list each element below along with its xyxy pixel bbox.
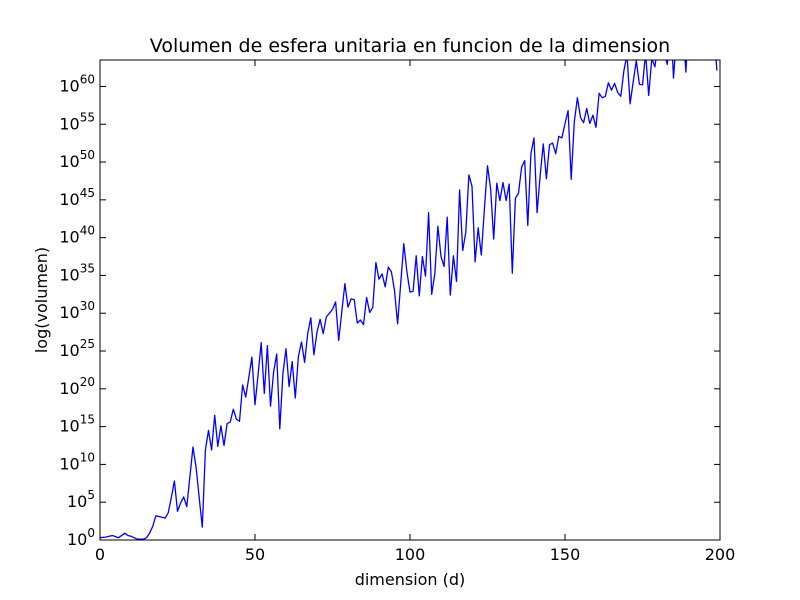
y-tick-label: 1055 xyxy=(59,110,95,133)
y-tick-exponent: 35 xyxy=(80,261,95,275)
chart-title: Volumen de esfera unitaria en funcion de… xyxy=(150,35,670,57)
y-tick-base: 10 xyxy=(59,114,79,133)
x-tick-label: 100 xyxy=(395,545,426,564)
x-tick-label: 200 xyxy=(705,545,736,564)
y-tick-base: 10 xyxy=(59,228,79,247)
y-axis-label: log(volumen) xyxy=(32,247,51,353)
y-tick-exponent: 55 xyxy=(80,110,95,124)
y-tick-labels: 1001051010101510201025103010351040104510… xyxy=(59,72,95,549)
y-tick-exponent: 20 xyxy=(80,375,95,389)
y-tick-label: 1045 xyxy=(59,186,95,209)
x-tick-label: 150 xyxy=(550,545,581,564)
plot-frame xyxy=(99,59,721,541)
y-tick-label: 105 xyxy=(67,488,95,511)
y-tick-label: 1030 xyxy=(59,299,95,322)
y-tick-base: 10 xyxy=(67,492,87,511)
y-tick-base: 10 xyxy=(59,76,79,95)
y-tick-exponent: 0 xyxy=(87,526,95,540)
x-axis-label: dimension (d) xyxy=(355,570,466,589)
y-tick-exponent: 40 xyxy=(80,224,95,238)
y-tick-exponent: 60 xyxy=(80,72,95,86)
series-line-volumen xyxy=(100,60,718,540)
y-tick-label: 1040 xyxy=(59,224,95,247)
y-tick-label: 1035 xyxy=(59,261,95,284)
y-tick-exponent: 50 xyxy=(80,148,95,162)
y-tick-base: 10 xyxy=(59,190,79,209)
y-tick-label: 1050 xyxy=(59,148,95,171)
y-tick-label: 1020 xyxy=(59,375,95,398)
y-tick-exponent: 30 xyxy=(80,299,95,313)
y-tick-exponent: 10 xyxy=(80,450,95,464)
y-tick-base: 10 xyxy=(59,454,79,473)
y-tick-label: 1025 xyxy=(59,337,95,360)
y-tick-base: 10 xyxy=(59,265,79,284)
y-tick-exponent: 15 xyxy=(80,413,95,427)
y-tick-label: 1010 xyxy=(59,450,95,473)
y-tick-exponent: 45 xyxy=(80,186,95,200)
y-tick-label: 100 xyxy=(67,526,95,549)
tick-marks xyxy=(99,60,721,541)
y-tick-exponent: 25 xyxy=(80,337,95,351)
y-tick-base: 10 xyxy=(59,417,79,436)
y-tick-base: 10 xyxy=(59,379,79,398)
y-tick-label: 1060 xyxy=(59,72,95,95)
x-tick-label: 0 xyxy=(95,545,105,564)
x-tick-label: 50 xyxy=(245,545,265,564)
y-tick-base: 10 xyxy=(59,341,79,360)
y-tick-base: 10 xyxy=(67,530,87,549)
y-tick-base: 10 xyxy=(59,303,79,322)
y-tick-base: 10 xyxy=(59,152,79,171)
series-layer xyxy=(100,60,718,540)
y-tick-label: 1015 xyxy=(59,413,95,436)
y-tick-exponent: 5 xyxy=(87,488,95,502)
x-tick-labels: 0 50 100 150 200 xyxy=(95,545,735,564)
